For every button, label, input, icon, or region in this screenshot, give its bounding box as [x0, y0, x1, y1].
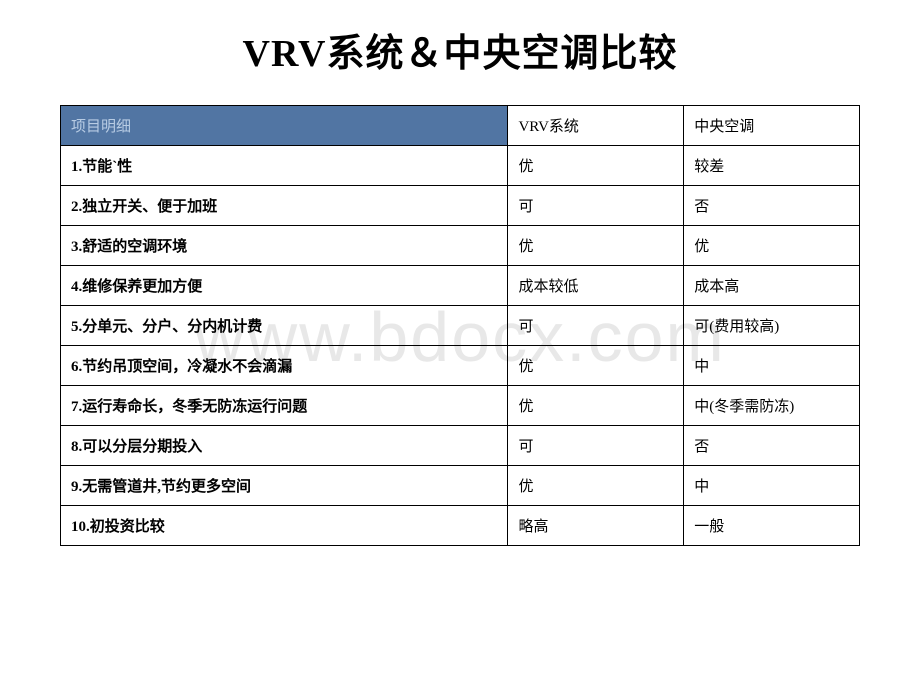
table-row: 1.节能`性 优 较差 [61, 146, 860, 186]
row-central-value: 否 [684, 426, 860, 466]
table-body: 1.节能`性 优 较差 2.独立开关、便于加班 可 否 3.舒适的空调环境 优 … [61, 146, 860, 546]
row-label: 2.独立开关、便于加班 [61, 186, 508, 226]
row-label: 1.节能`性 [61, 146, 508, 186]
row-central-value: 一般 [684, 506, 860, 546]
row-label: 3.舒适的空调环境 [61, 226, 508, 266]
table-row: 7.运行寿命长，冬季无防冻运行问题 优 中(冬季需防冻) [61, 386, 860, 426]
row-label: 9.无需管道井,节约更多空间 [61, 466, 508, 506]
table-row: 8.可以分层分期投入 可 否 [61, 426, 860, 466]
row-central-value: 较差 [684, 146, 860, 186]
row-central-value: 否 [684, 186, 860, 226]
row-vrv-value: 成本较低 [508, 266, 684, 306]
row-central-value: 成本高 [684, 266, 860, 306]
table-header-row: 项目明细 VRV系统 中央空调 [61, 106, 860, 146]
table-row: 4.维修保养更加方便 成本较低 成本高 [61, 266, 860, 306]
row-central-value: 中 [684, 346, 860, 386]
row-label: 4.维修保养更加方便 [61, 266, 508, 306]
row-central-value: 优 [684, 226, 860, 266]
row-vrv-value: 优 [508, 466, 684, 506]
row-label: 6.节约吊顶空间，冷凝水不会滴漏 [61, 346, 508, 386]
row-label: 8.可以分层分期投入 [61, 426, 508, 466]
row-central-value: 可(费用较高) [684, 306, 860, 346]
row-vrv-value: 可 [508, 186, 684, 226]
row-central-value: 中 [684, 466, 860, 506]
row-vrv-value: 略高 [508, 506, 684, 546]
table-row: 3.舒适的空调环境 优 优 [61, 226, 860, 266]
row-vrv-value: 可 [508, 306, 684, 346]
row-vrv-value: 优 [508, 346, 684, 386]
page-title: VRV系统＆中央空调比较 [0, 0, 920, 105]
table-row: 5.分单元、分户、分内机计费 可 可(费用较高) [61, 306, 860, 346]
table-row: 2.独立开关、便于加班 可 否 [61, 186, 860, 226]
row-vrv-value: 优 [508, 146, 684, 186]
row-label: 5.分单元、分户、分内机计费 [61, 306, 508, 346]
table-row: 10.初投资比较 略高 一般 [61, 506, 860, 546]
table-row: 6.节约吊顶空间，冷凝水不会滴漏 优 中 [61, 346, 860, 386]
row-vrv-value: 优 [508, 226, 684, 266]
table-row: 9.无需管道井,节约更多空间 优 中 [61, 466, 860, 506]
header-vrv-system: VRV系统 [508, 106, 684, 146]
row-vrv-value: 优 [508, 386, 684, 426]
comparison-table-container: 项目明细 VRV系统 中央空调 1.节能`性 优 较差 2.独立开关、便于加班 … [60, 105, 860, 546]
comparison-table: 项目明细 VRV系统 中央空调 1.节能`性 优 较差 2.独立开关、便于加班 … [60, 105, 860, 546]
header-item-detail: 项目明细 [61, 106, 508, 146]
row-label: 10.初投资比较 [61, 506, 508, 546]
row-vrv-value: 可 [508, 426, 684, 466]
header-central-ac: 中央空调 [684, 106, 860, 146]
row-label: 7.运行寿命长，冬季无防冻运行问题 [61, 386, 508, 426]
row-central-value: 中(冬季需防冻) [684, 386, 860, 426]
